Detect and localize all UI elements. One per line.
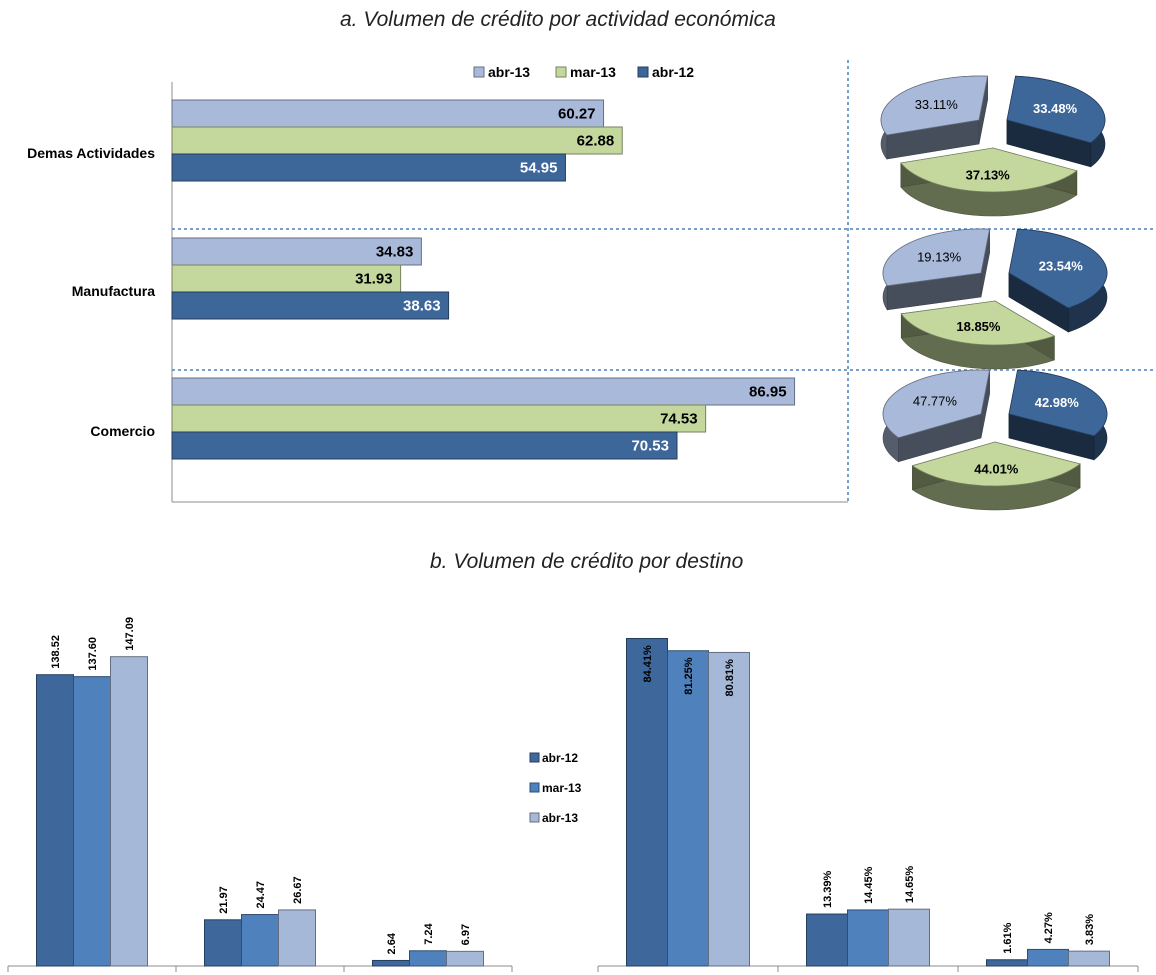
- pie-2-label-abr-13: 47.77%: [913, 393, 958, 408]
- hbar-label-abr-13-0: 60.27: [558, 106, 596, 123]
- vbar2-label-mar-13-1: 14.45%: [863, 866, 875, 904]
- vbar1-bar-mar-13-0: [73, 676, 111, 967]
- pie-0-slice-abr-13: [880, 75, 989, 160]
- hbar-legend-mar-13: mar-13: [570, 64, 616, 80]
- pie-0-slice-mar-13: [900, 147, 1078, 217]
- hbar-abr-12-0: [171, 153, 566, 182]
- vbar2-label-abr-12-2: 1.61%: [1002, 922, 1014, 953]
- hbar-category-0: Demas Actividades: [27, 145, 155, 161]
- hbar-legend-swatch-mar-13: [555, 66, 567, 78]
- hbar-label-abr-12-0: 54.95: [520, 160, 558, 177]
- vbar2-bar-mar-13-1: [847, 909, 889, 967]
- hbar-label-mar-13-0: 62.88: [577, 133, 615, 150]
- vbar2-bar-abr-13-0: [708, 651, 750, 967]
- pie-2-slice-abr-12: [1008, 369, 1108, 461]
- vbar2-label-mar-13-2: 4.27%: [1043, 912, 1055, 943]
- chart-a-title: a. Volumen de crédito por actividad econ…: [340, 8, 776, 31]
- vbar1-bar-abr-12-2: [372, 959, 410, 967]
- vbar2-bar-abr-12-1: [806, 913, 848, 967]
- vbar-legend-swatch-abr-12: [529, 752, 540, 763]
- hbar-abr-13-1: [171, 237, 422, 266]
- hbar-abr-13-0: [171, 99, 605, 128]
- hbar-label-abr-12-1: 38.63: [403, 298, 441, 315]
- vbar1-bar-abr-13-0: [110, 656, 148, 967]
- hbar-category-2: Comercio: [90, 423, 155, 439]
- vbar-legend-swatch-abr-13: [529, 812, 540, 823]
- pie-2-slice-mar-13: [911, 441, 1081, 511]
- vbar2-bar-abr-12-2: [986, 959, 1028, 967]
- vbar1-bar-mar-13-1: [241, 914, 279, 967]
- vbar2-label-abr-13-0: 80.81%: [724, 659, 736, 697]
- vbar1-label-mar-13-0: 137.60: [87, 637, 99, 671]
- pie-2-label-mar-13: 44.01%: [974, 461, 1019, 476]
- pie-0-slice-abr-12: [1006, 75, 1106, 168]
- vbar1-label-abr-13-2: 6.97: [460, 924, 472, 945]
- vbar2-label-mar-13-0: 81.25%: [683, 657, 695, 695]
- hbar-abr-13-2: [171, 377, 796, 406]
- pie-2-label-abr-12: 42.98%: [1035, 395, 1080, 410]
- hbar-abr-12-1: [171, 291, 450, 320]
- hbar-legend-swatch-abr-12: [637, 66, 649, 78]
- vbar2-label-abr-13-1: 14.65%: [904, 866, 916, 904]
- vbar-legend-swatch-mar-13: [529, 782, 540, 793]
- vbar1-label-abr-13-1: 26.67: [292, 876, 304, 904]
- hbar-label-mar-13-2: 74.53: [660, 411, 698, 428]
- vbar1-label-abr-12-1: 21.97: [218, 886, 230, 914]
- hbar-label-abr-13-2: 86.95: [749, 384, 787, 401]
- hbar-legend-swatch-abr-13: [473, 66, 485, 78]
- hbar-label-mar-13-1: 31.93: [355, 271, 393, 288]
- pie-0-label-abr-13: 33.11%: [915, 97, 959, 112]
- vbar1-bar-abr-12-0: [36, 674, 74, 967]
- pie-1-label-abr-13: 19.13%: [917, 249, 962, 264]
- pie-1-slice-abr-13: [882, 228, 991, 311]
- pie-2-slice-abr-13: [882, 369, 991, 463]
- vbar2-bar-abr-12-0: [626, 637, 668, 967]
- pie-1-slice-abr-12: [1008, 228, 1108, 333]
- vbar-legend-abr-12: abr-12: [542, 751, 578, 765]
- hbar-legend-abr-13: abr-13: [488, 64, 530, 80]
- vbar1-label-mar-13-1: 24.47: [255, 881, 267, 909]
- vbar2-label-abr-13-2: 3.83%: [1084, 914, 1096, 945]
- vbar2-bar-abr-13-2: [1068, 950, 1110, 967]
- vbar-legend-abr-13: abr-13: [542, 811, 578, 825]
- vbar1-bar-mar-13-2: [409, 950, 447, 967]
- vbar2-bar-abr-13-1: [888, 908, 930, 967]
- vbar1-label-abr-12-0: 138.52: [50, 635, 62, 669]
- pie-0-label-mar-13: 37.13%: [966, 167, 1011, 182]
- vbar2-label-abr-12-0: 84.41%: [642, 645, 654, 683]
- vbar1-bar-abr-13-2: [446, 950, 484, 967]
- vbar1-bar-abr-12-1: [204, 919, 242, 967]
- pie-0-label-abr-12: 33.48%: [1033, 101, 1078, 116]
- hbar-label-abr-13-1: 34.83: [376, 244, 414, 261]
- vbar2-bar-mar-13-2: [1027, 948, 1069, 967]
- vbar1-label-mar-13-2: 7.24: [423, 922, 435, 944]
- hbar-mar-13-0: [171, 126, 623, 155]
- hbar-mar-13-2: [171, 404, 707, 433]
- vbar1-bar-abr-13-1: [278, 909, 316, 967]
- vbar-legend-mar-13: mar-13: [542, 781, 582, 795]
- hbar-legend-abr-12: abr-12: [652, 64, 694, 80]
- pie-1-slice-mar-13: [900, 300, 1056, 370]
- pie-1-label-abr-12: 23.54%: [1039, 259, 1084, 274]
- pie-1-label-mar-13: 18.85%: [956, 319, 1001, 334]
- vbar2-bar-mar-13-0: [667, 650, 709, 967]
- vbar1-label-abr-12-2: 2.64: [386, 932, 398, 954]
- vbar2-label-abr-12-1: 13.39%: [822, 871, 834, 909]
- chart-b-title: b. Volumen de crédito por destino: [430, 550, 744, 573]
- hbar-abr-12-2: [171, 431, 678, 460]
- hbar-label-abr-12-2: 70.53: [631, 438, 669, 455]
- vbar1-label-abr-13-0: 147.09: [124, 617, 136, 651]
- hbar-category-1: Manufactura: [72, 283, 155, 299]
